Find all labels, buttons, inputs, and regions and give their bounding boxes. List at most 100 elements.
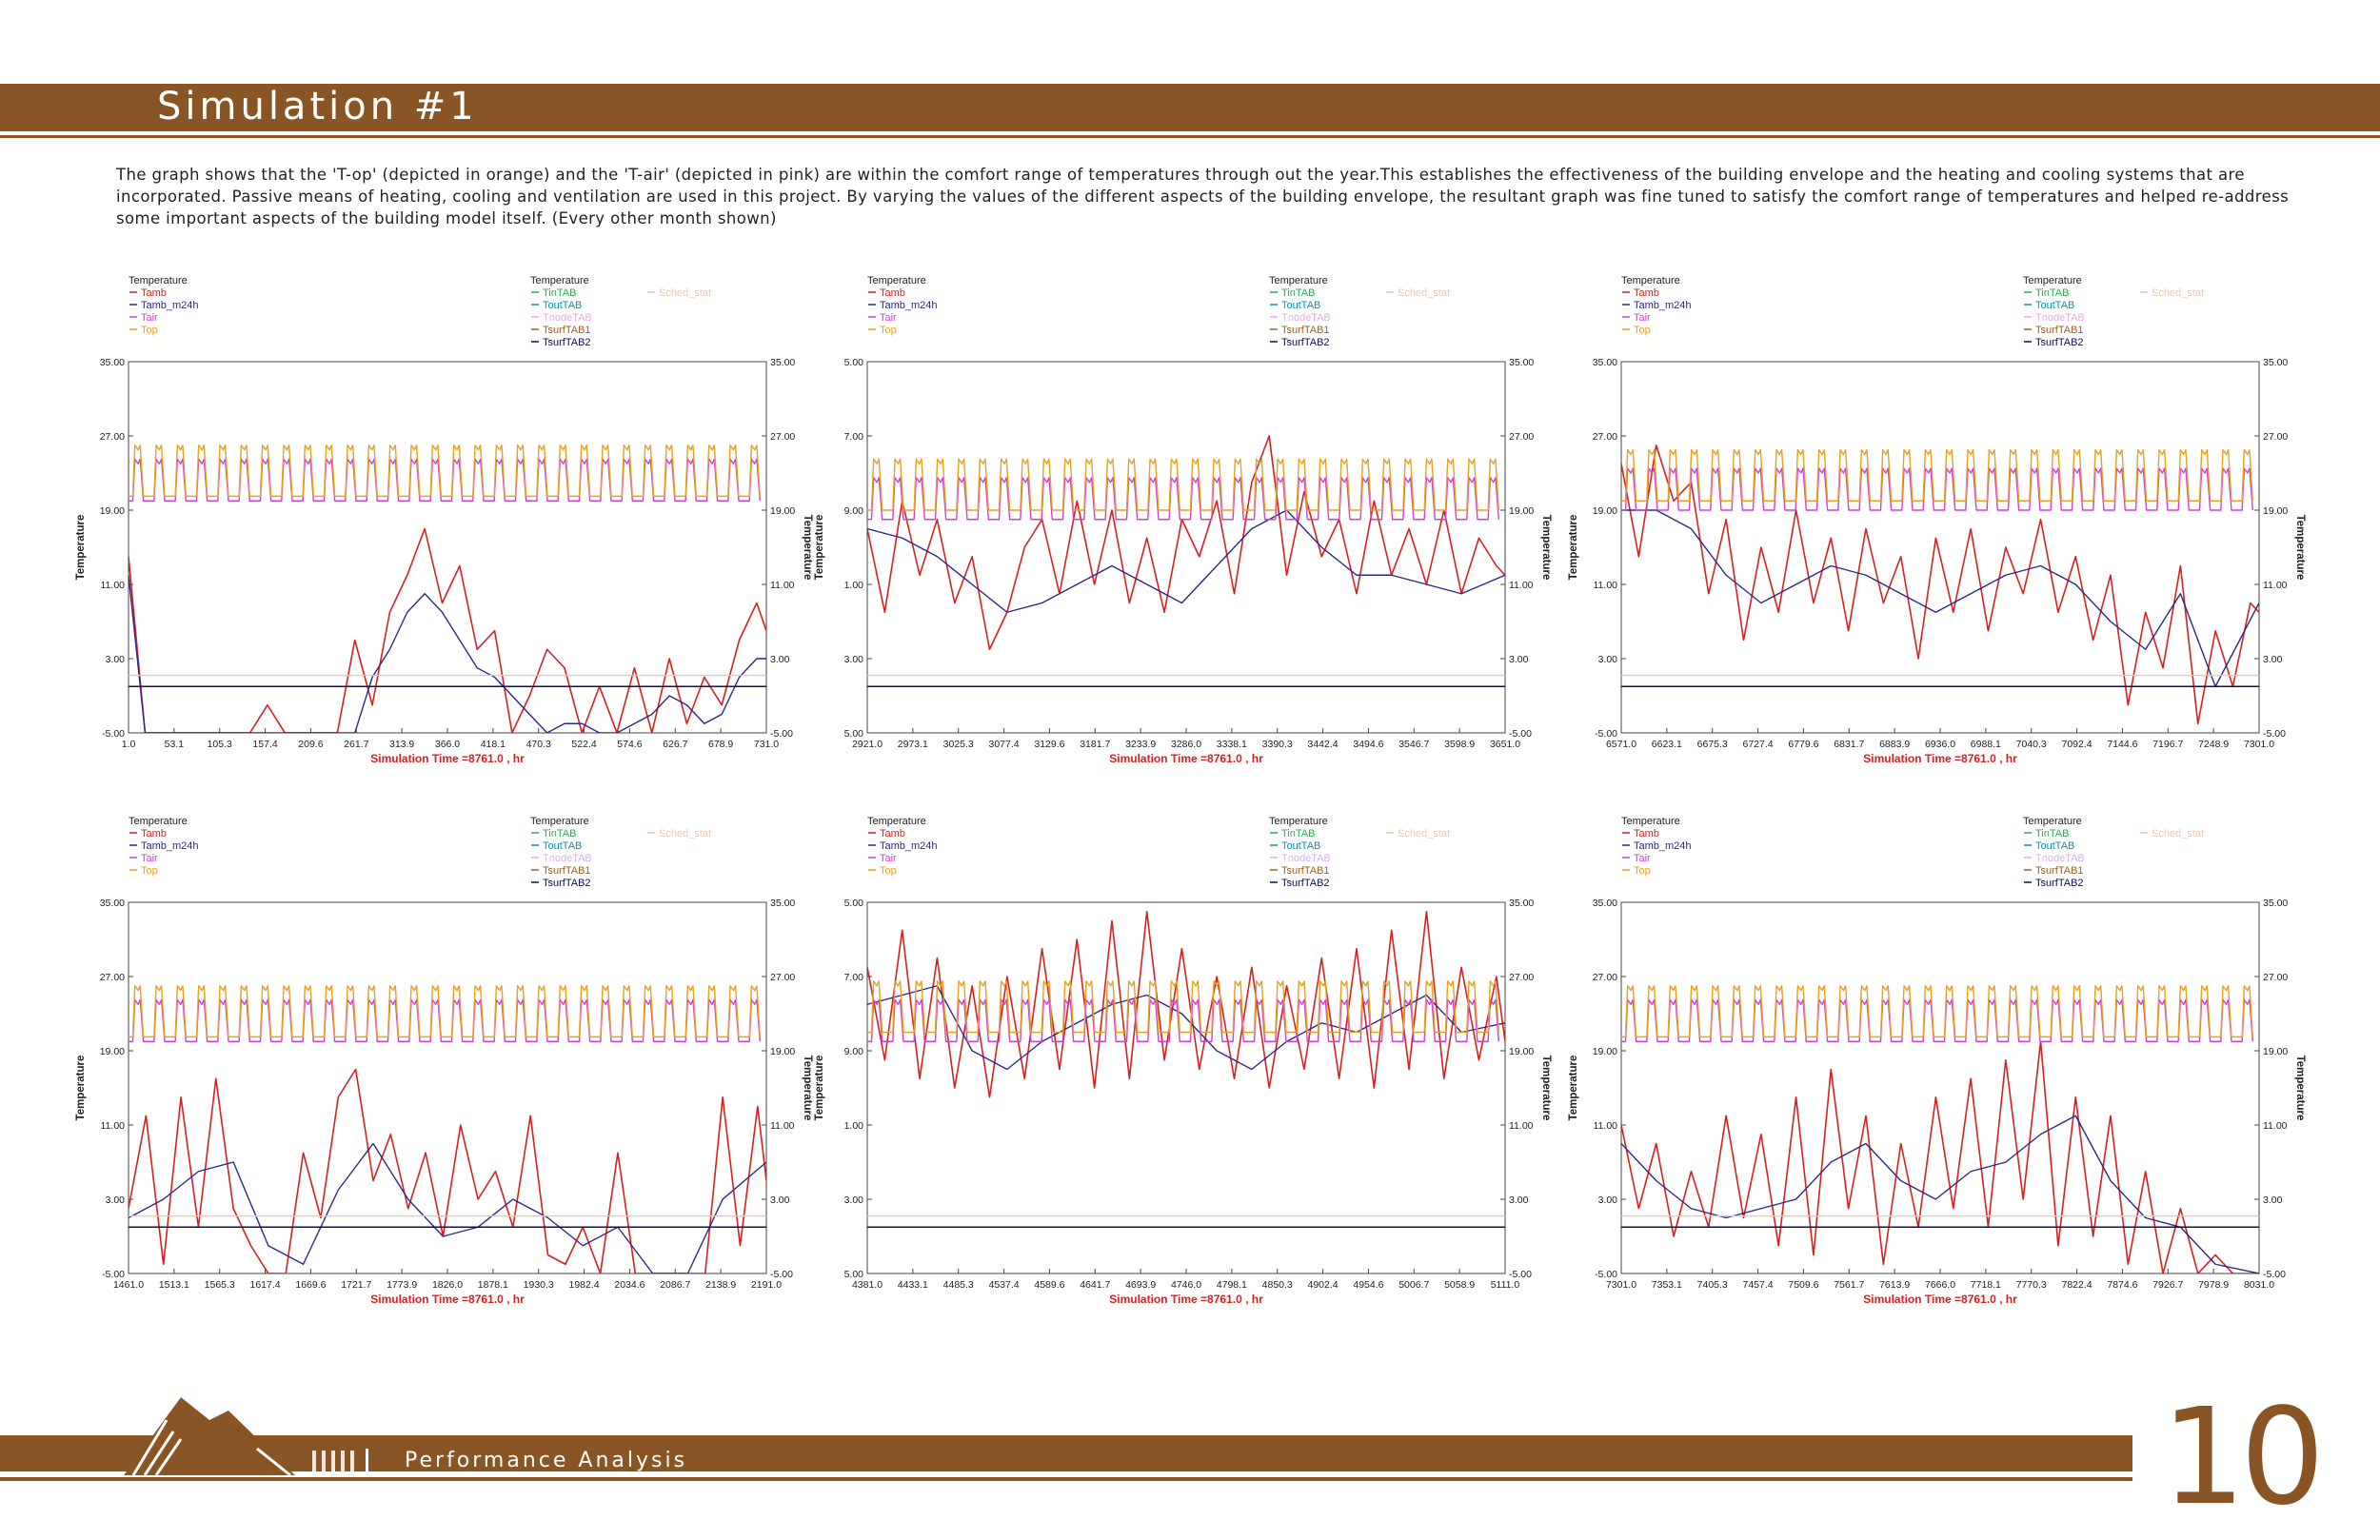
x-tick-label: 3598.9 [1444, 739, 1475, 750]
y-tick-label-right: -5.00 [1509, 728, 1532, 740]
y-tick-label: 11.00 [101, 1120, 126, 1132]
series-Tair [867, 477, 1499, 521]
legend-item: TinTAB [2035, 287, 2069, 299]
x-tick-label: 678.9 [708, 739, 733, 750]
x-tick-label: 4589.6 [1034, 1279, 1064, 1291]
x-tick-label: 6623.1 [1652, 739, 1682, 750]
x-tick-label: 1.0 [122, 739, 136, 750]
x-tick-label: 7978.9 [2198, 1279, 2229, 1291]
footer-bar [0, 1435, 2132, 1471]
x-tick-label: 209.6 [298, 739, 323, 750]
x-tick-label: 6727.4 [1743, 739, 1774, 750]
y-tick-label-right: 11.00 [1509, 1120, 1534, 1132]
x-tick-label: 3546.7 [1398, 739, 1429, 750]
y-tick-label-right: 35.00 [1509, 898, 1534, 909]
y-tick-label: 11.00 [101, 580, 126, 591]
legend-item: Tamb [1634, 828, 1659, 839]
y-tick-label: 1.00 [844, 580, 864, 591]
y-tick-label-right: -5.00 [770, 728, 793, 740]
x-tick-label: 6675.3 [1697, 739, 1728, 750]
x-axis-label: Simulation Time =8761.0 , hr [1109, 1293, 1263, 1306]
x-tick-label: 7301.0 [1606, 1279, 1636, 1291]
y-tick-label: 27.00 [1593, 431, 1617, 443]
legend-item: Top [141, 325, 158, 336]
series-Top [867, 980, 1499, 1034]
y-tick-label: 5.00 [844, 357, 864, 368]
x-axis-label: Simulation Time =8761.0 , hr [1109, 752, 1263, 765]
series-Tamb [129, 527, 766, 733]
x-tick-label: 3077.4 [989, 739, 1020, 750]
legend-item: Tamb [141, 828, 167, 839]
plot-area [866, 361, 1506, 734]
y-tick-label-right: 35.00 [770, 357, 795, 368]
y-tick-label-right: 3.00 [2263, 1194, 2283, 1206]
legend-item: Sched_stat [1398, 828, 1450, 839]
legend-item: Tair [141, 312, 158, 324]
chart-3: Temperature Tamb Tamb_m24h Tair Top Temperatu… [1559, 270, 2311, 784]
y-axis-label: Temperature [1568, 515, 1579, 581]
x-axis-label: Simulation Time =8761.0 , hr [1863, 1293, 2017, 1306]
legend-item: Tamb [880, 828, 905, 839]
y-tick-label: 1.00 [844, 1120, 864, 1132]
x-tick-label: 1930.3 [524, 1279, 554, 1291]
y-tick-label-right: 11.00 [770, 580, 795, 591]
y-tick-label-right: -5.00 [2263, 728, 2286, 740]
series-Tair [867, 998, 1499, 1042]
series-Top [867, 458, 1499, 511]
y-tick-label: 35.00 [1593, 357, 1617, 368]
x-tick-label: 2191.0 [751, 1279, 782, 1291]
legend-item: Sched_stat [2152, 828, 2204, 839]
series-group [1621, 444, 2259, 725]
x-tick-label: 4954.6 [1353, 1279, 1383, 1291]
legend-item: TinTAB [1281, 828, 1315, 839]
x-tick-label: 1669.6 [295, 1279, 326, 1291]
x-tick-label: 2921.0 [852, 739, 883, 750]
x-tick-label: 7874.6 [2107, 1279, 2137, 1291]
x-tick-label: 731.0 [754, 739, 779, 750]
y-tick-label: 5.00 [844, 898, 864, 909]
legend-item: Tamb [1634, 287, 1659, 299]
series-Tamb_m24h [867, 509, 1505, 613]
x-tick-label: 7509.6 [1788, 1279, 1818, 1291]
y-tick-label-right: 27.00 [1509, 972, 1534, 983]
footer-separator [366, 1449, 368, 1471]
y-tick-label: -5.00 [102, 1269, 125, 1280]
series-group [129, 985, 766, 1273]
legend-item: ToutTAB [543, 840, 582, 852]
y-tick-label: 3.00 [844, 1194, 864, 1206]
x-axis-label: Simulation Time =8761.0 , hr [1863, 752, 2017, 765]
y-tick-label-right: 11.00 [1509, 580, 1534, 591]
legend-item: TsurfTAB1 [1281, 325, 1330, 336]
x-tick-label: 3286.0 [1171, 739, 1201, 750]
x-tick-label: 4746.0 [1171, 1279, 1201, 1291]
legend-item: TsurfTAB2 [543, 878, 591, 889]
y-tick-label-right: 11.00 [2263, 1120, 2288, 1132]
y-tick-label: 3.00 [1598, 654, 1618, 665]
x-tick-label: 6779.6 [1788, 739, 1818, 750]
y-tick-label: 11.00 [1594, 1120, 1618, 1132]
legend-item: TsurfTAB1 [2035, 325, 2084, 336]
legend-item: Tair [880, 312, 897, 324]
chart-1: Temperature Tamb Tamb_m24h Tair Top Temperatu… [67, 270, 819, 784]
y-tick-label-right: 27.00 [770, 972, 795, 983]
legend-item: Top [880, 865, 897, 877]
x-tick-label: 7301.0 [2244, 739, 2274, 750]
chart-svg: TemperatureTambTamb_m24hTairTopTemperatu… [75, 816, 813, 1306]
legend-item: TnodeTAB [1281, 853, 1331, 864]
y-tick-label: 9.00 [844, 505, 864, 517]
series-Top [129, 444, 761, 498]
legend-item: Tamb_m24h [141, 300, 199, 311]
header-bar [0, 84, 2380, 131]
x-tick-label: 6988.1 [1971, 739, 2001, 750]
x-tick-label: 1721.7 [341, 1279, 371, 1291]
x-tick-label: 366.0 [435, 739, 460, 750]
y-axis-label: Temperature [814, 515, 825, 581]
series-group [1621, 985, 2259, 1273]
x-tick-label: 626.7 [663, 739, 687, 750]
legend-item: Tamb_m24h [141, 840, 199, 852]
x-tick-label: 6571.0 [1606, 739, 1636, 750]
x-tick-label: 418.1 [481, 739, 506, 750]
y-tick-label: 19.00 [100, 505, 125, 517]
legend-title: Temperature [2023, 816, 2082, 827]
series-Tamb [1621, 444, 2259, 725]
